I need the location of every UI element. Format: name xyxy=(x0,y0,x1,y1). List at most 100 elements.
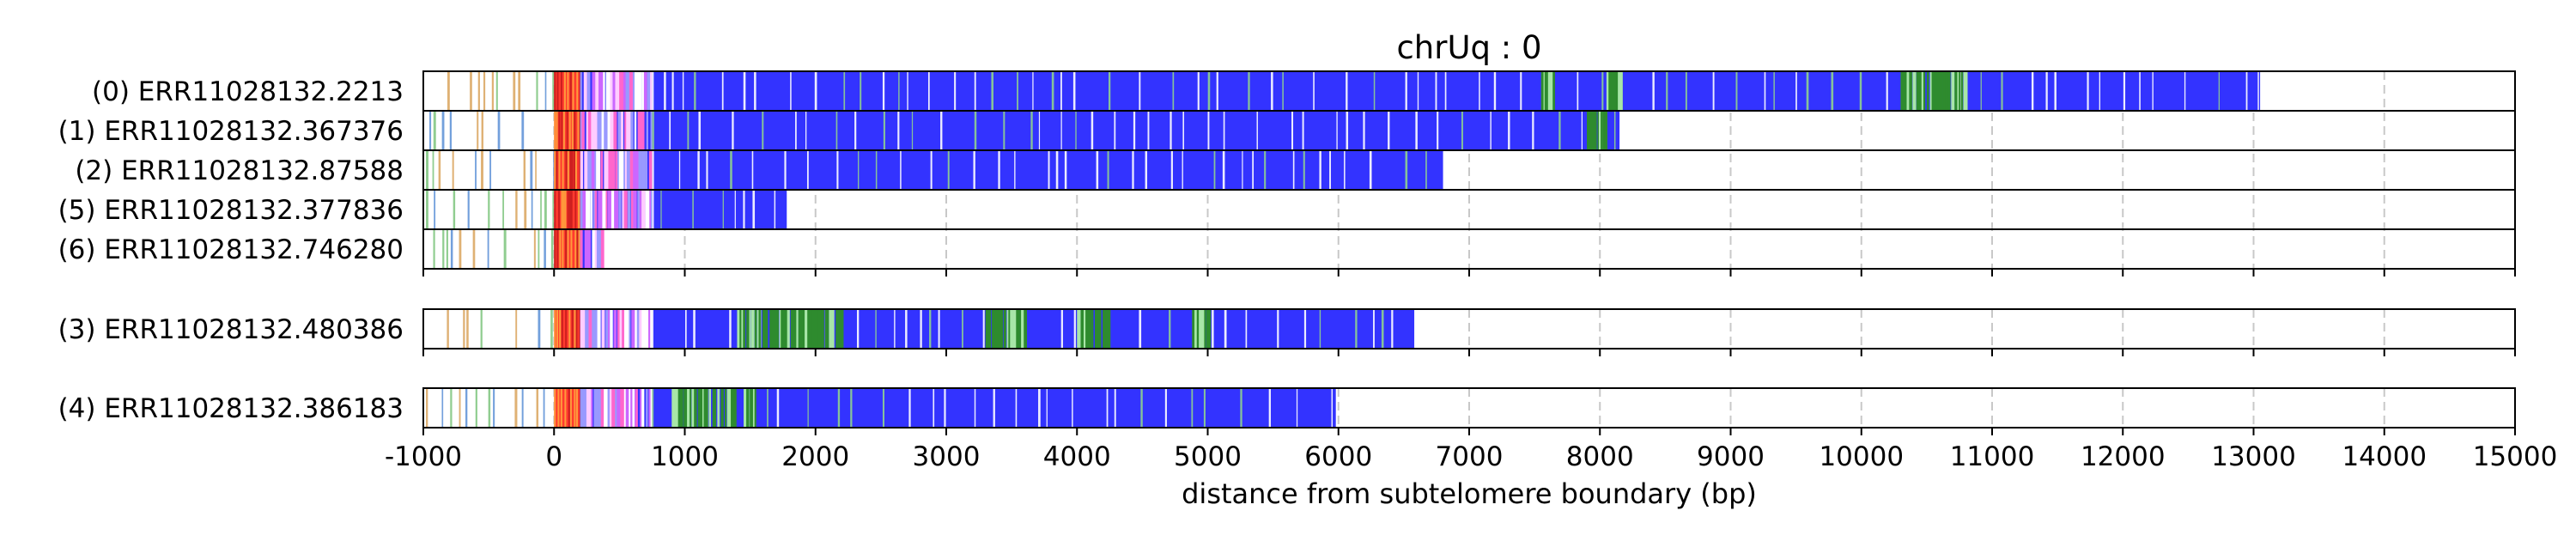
transition-mark xyxy=(592,72,596,110)
telomere-speckle xyxy=(908,389,911,427)
subtelomere-mark xyxy=(441,112,445,149)
telomere-speckle xyxy=(1132,151,1134,189)
telomere-speckle xyxy=(1277,310,1279,348)
telomere-speckle xyxy=(790,72,792,110)
subtelomere-mark xyxy=(450,389,453,427)
subtelomere-mark xyxy=(489,151,492,189)
telomere-speckle xyxy=(706,151,708,189)
telomere-speckle xyxy=(1060,112,1062,149)
subtelomere-mark xyxy=(544,72,547,110)
telomere-speckle xyxy=(767,389,769,427)
telomere-speckle xyxy=(1764,72,1766,110)
boundary-mark xyxy=(567,72,569,110)
variant-mark xyxy=(809,310,814,348)
boundary-mark xyxy=(557,389,560,427)
variant-mark xyxy=(1921,72,1924,110)
subtelomere-mark xyxy=(449,112,453,149)
variant-mark xyxy=(992,310,995,348)
boundary-mark xyxy=(569,151,572,189)
telomere-speckle xyxy=(1461,112,1463,149)
telomere-speckle xyxy=(850,389,853,427)
telomere-speckle xyxy=(854,112,857,149)
telomere-speckle xyxy=(920,310,922,348)
variant-mark xyxy=(1000,310,1003,348)
subtelomere-mark xyxy=(533,230,536,268)
telomere-speckle xyxy=(1213,151,1216,189)
telomere-speckle xyxy=(940,112,943,149)
telomere-speckle xyxy=(882,389,884,427)
boundary-mark xyxy=(571,112,574,149)
transition-mark xyxy=(644,310,649,348)
boundary-mark xyxy=(576,389,579,427)
transition-mark xyxy=(646,389,648,427)
telomere-speckle xyxy=(982,310,985,348)
boundary-mark xyxy=(579,151,581,189)
telomere-speckle xyxy=(1268,389,1271,427)
subtelomere-mark xyxy=(513,72,516,110)
variant-mark xyxy=(750,389,754,427)
read-label: (0) ERR11028132.2213 xyxy=(92,76,404,107)
telomere-speckle xyxy=(2001,72,2003,110)
boundary-mark xyxy=(561,191,563,228)
telomere-speckle xyxy=(911,112,914,149)
subtelomere-mark xyxy=(540,191,542,228)
subtelomere-mark xyxy=(488,389,491,427)
telomere-speckle xyxy=(1164,389,1167,427)
boundary-mark xyxy=(562,151,564,189)
telomere-speckle xyxy=(1435,72,1437,110)
telomere-speckle xyxy=(2257,72,2259,110)
transition-mark xyxy=(600,230,605,268)
variant-mark xyxy=(1549,72,1553,110)
telomere-speckle xyxy=(749,389,750,427)
transition-mark xyxy=(621,112,623,149)
telomere-speckle xyxy=(743,191,745,228)
variant-mark xyxy=(754,389,756,427)
variant-mark xyxy=(671,389,676,427)
variant-mark xyxy=(832,310,835,348)
telomere-speckle xyxy=(1415,112,1418,149)
variant-mark xyxy=(1200,310,1206,348)
telomere-speckle xyxy=(1139,72,1141,110)
subtelomere-mark xyxy=(438,151,441,189)
subtelomere-mark xyxy=(459,389,461,427)
telomere-speckle xyxy=(1256,112,1258,149)
transition-mark xyxy=(584,230,590,268)
variant-mark xyxy=(1906,72,1911,110)
variant-mark xyxy=(998,310,1000,348)
transition-mark xyxy=(626,151,631,189)
telomere-speckle xyxy=(1581,112,1583,149)
telomere-speckle xyxy=(947,151,950,189)
variant-mark xyxy=(841,310,844,348)
subtelomere-mark xyxy=(467,191,470,228)
variant-mark xyxy=(995,310,999,348)
x-tick-label: 10000 xyxy=(1819,441,1904,472)
telomere-speckle xyxy=(729,310,732,348)
boundary-mark xyxy=(576,230,579,268)
telomere-speckle xyxy=(882,72,885,110)
telomere-speckle xyxy=(1980,72,1982,110)
telomere-speckle xyxy=(1191,389,1194,427)
transition-mark xyxy=(645,151,647,189)
subtelomere-mark xyxy=(493,389,495,427)
telomere-speckle xyxy=(1252,151,1255,189)
subtelomere-mark xyxy=(466,310,469,348)
telomere-segment xyxy=(652,112,1620,149)
transition-mark xyxy=(622,310,627,348)
telomere-speckle xyxy=(843,72,846,110)
transition-mark xyxy=(607,112,613,149)
subtelomere-mark xyxy=(432,151,434,189)
variant-mark xyxy=(1615,72,1619,110)
variant-mark xyxy=(826,310,829,348)
telomere-speckle xyxy=(1038,112,1041,149)
telomere-speckle xyxy=(2087,72,2089,110)
variant-mark xyxy=(1604,112,1607,149)
telomere-speckle xyxy=(1114,389,1116,427)
transition-mark xyxy=(610,72,613,110)
boundary-mark xyxy=(578,191,580,228)
x-tick-label: 0 xyxy=(545,441,562,472)
read-track xyxy=(426,151,1443,189)
transition-mark xyxy=(586,389,592,427)
boundary-mark xyxy=(554,310,556,348)
telomere-speckle xyxy=(652,112,654,149)
telomere-speckle xyxy=(693,310,696,348)
